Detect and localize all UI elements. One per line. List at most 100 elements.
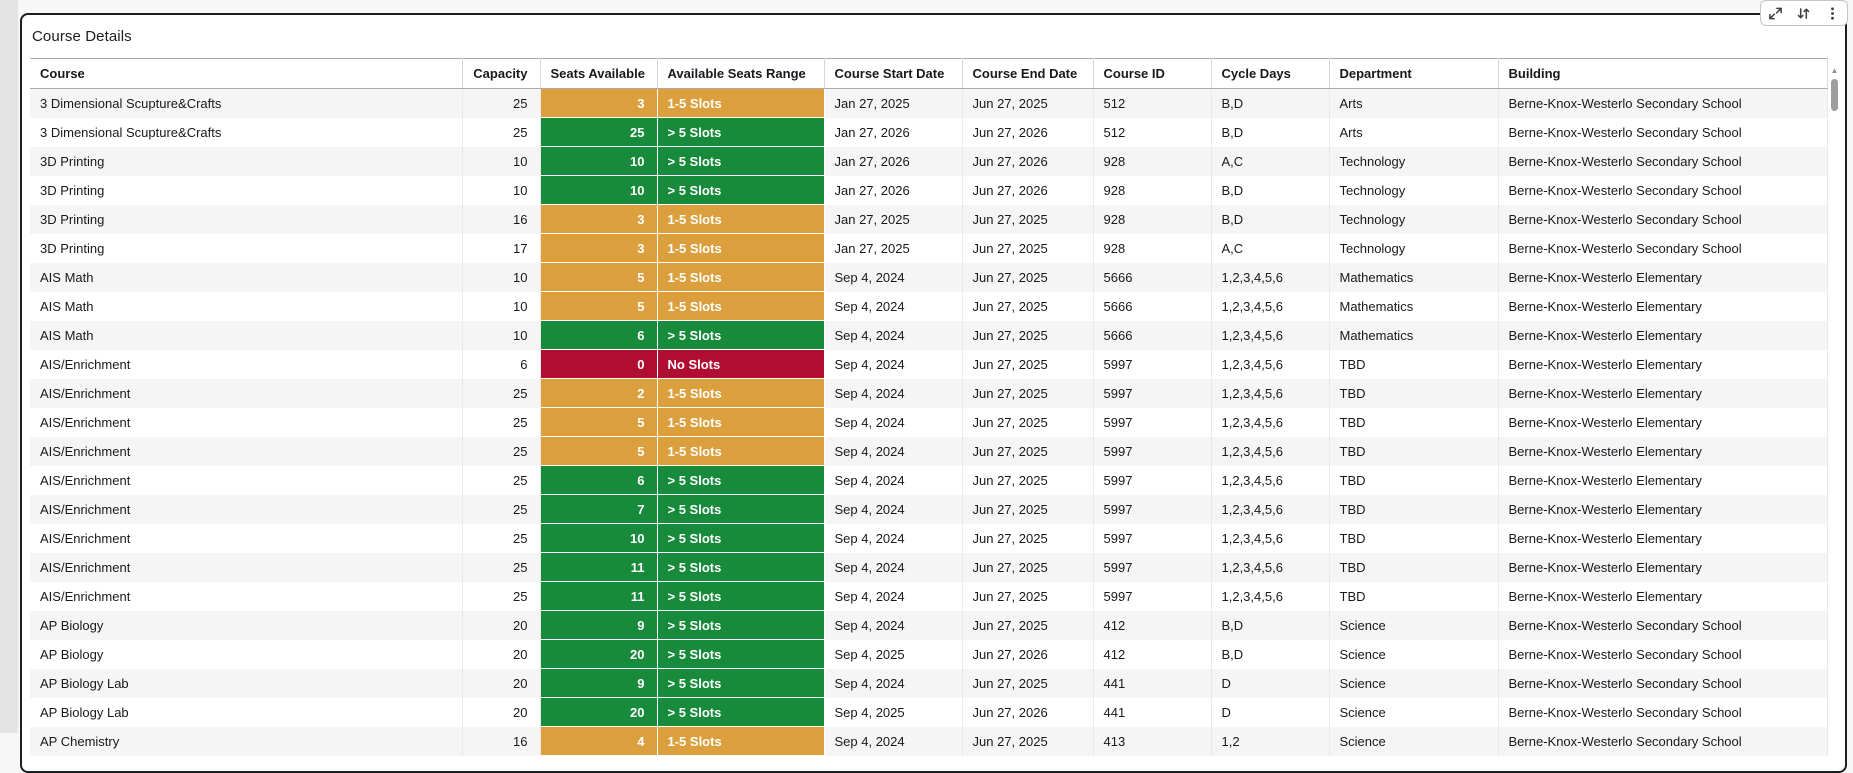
cell-range: > 5 Slots — [657, 117, 825, 147]
cell-seats: 9 — [540, 610, 658, 640]
cell-start: Sep 4, 2024 — [824, 523, 963, 553]
cell-id: 412 — [1093, 639, 1212, 669]
cell-end: Jun 27, 2025 — [962, 668, 1094, 698]
cell-id: 5997 — [1093, 378, 1212, 408]
cell-start: Sep 4, 2024 — [824, 494, 963, 524]
table-row: AIS Math 10 5 1-5 Slots Sep 4, 2024 Jun 27, 2… — [30, 262, 1828, 292]
cell-building: Berne-Knox-Westerlo Elementary — [1498, 436, 1828, 466]
cell-end: Jun 27, 2025 — [962, 262, 1094, 292]
cell-dept: TBD — [1329, 523, 1499, 553]
cell-course: AP Biology — [30, 610, 463, 640]
cell-building: Berne-Knox-Westerlo Elementary — [1498, 262, 1828, 292]
cell-capacity: 20 — [462, 697, 541, 727]
column-header-range[interactable]: Available Seats Range — [657, 58, 825, 89]
cell-range: > 5 Slots — [657, 146, 825, 176]
cell-building: Berne-Knox-Westerlo Elementary — [1498, 378, 1828, 408]
cell-capacity: 20 — [462, 668, 541, 698]
cell-id: 412 — [1093, 610, 1212, 640]
cell-start: Sep 4, 2024 — [824, 726, 963, 756]
cell-range: > 5 Slots — [657, 581, 825, 611]
cell-end: Jun 27, 2025 — [962, 494, 1094, 524]
cell-dept: Technology — [1329, 233, 1499, 263]
cell-course: AIS/Enrichment — [30, 523, 463, 553]
column-header-seats[interactable]: Seats Available — [540, 58, 658, 89]
cell-start: Jan 27, 2026 — [824, 146, 963, 176]
maximize-icon[interactable] — [1766, 4, 1784, 22]
cell-id: 928 — [1093, 204, 1212, 234]
cell-seats: 6 — [540, 320, 658, 350]
cell-dept: Mathematics — [1329, 320, 1499, 350]
cell-capacity: 6 — [462, 349, 541, 379]
cell-dept: TBD — [1329, 349, 1499, 379]
cell-building: Berne-Knox-Westerlo Secondary School — [1498, 610, 1828, 640]
cell-cycle: B,D — [1211, 639, 1330, 669]
cell-id: 5997 — [1093, 436, 1212, 466]
cell-range: > 5 Slots — [657, 320, 825, 350]
cell-end: Jun 27, 2025 — [962, 523, 1094, 553]
cell-dept: Science — [1329, 639, 1499, 669]
cell-range: 1-5 Slots — [657, 726, 825, 756]
cell-range: > 5 Slots — [657, 465, 825, 495]
column-header-id[interactable]: Course ID — [1093, 58, 1212, 89]
cell-range: > 5 Slots — [657, 697, 825, 727]
visual-toolbar — [1760, 0, 1848, 26]
column-header-end[interactable]: Course End Date — [962, 58, 1094, 89]
cell-end: Jun 27, 2025 — [962, 88, 1094, 118]
cell-dept: TBD — [1329, 552, 1499, 582]
cell-seats: 25 — [540, 117, 658, 147]
cell-start: Jan 27, 2025 — [824, 204, 963, 234]
cell-seats: 7 — [540, 494, 658, 524]
cell-cycle: B,D — [1211, 117, 1330, 147]
column-header-building[interactable]: Building — [1498, 58, 1828, 89]
cell-building: Berne-Knox-Westerlo Secondary School — [1498, 233, 1828, 263]
scroll-up-icon[interactable]: ▲ — [1830, 66, 1839, 75]
swap-rows-columns-icon[interactable] — [1795, 4, 1813, 22]
cell-start: Sep 4, 2024 — [824, 436, 963, 466]
cell-capacity: 25 — [462, 88, 541, 118]
cell-seats: 2 — [540, 378, 658, 408]
cell-seats: 20 — [540, 697, 658, 727]
cell-range: 1-5 Slots — [657, 291, 825, 321]
table-row: AP Biology 20 20 > 5 Slots Sep 4, 2025 Jun 27… — [30, 639, 1828, 669]
menu-icon[interactable] — [1824, 4, 1842, 22]
cell-capacity: 25 — [462, 494, 541, 524]
cell-dept: Science — [1329, 610, 1499, 640]
cell-course: 3D Printing — [30, 175, 463, 205]
cell-capacity: 25 — [462, 465, 541, 495]
cell-cycle: 1,2,3,4,5,6 — [1211, 494, 1330, 524]
cell-seats: 5 — [540, 262, 658, 292]
cell-building: Berne-Knox-Westerlo Secondary School — [1498, 146, 1828, 176]
cell-end: Jun 27, 2026 — [962, 697, 1094, 727]
table-row: AIS Math 10 5 1-5 Slots Sep 4, 2024 Jun 27, 2… — [30, 291, 1828, 321]
cell-range: > 5 Slots — [657, 639, 825, 669]
cell-dept: Mathematics — [1329, 291, 1499, 321]
table-header-row: Course Capacity Seats Available Available S… — [30, 58, 1828, 89]
cell-seats: 0 — [540, 349, 658, 379]
cell-cycle: 1,2,3,4,5,6 — [1211, 465, 1330, 495]
column-header-start[interactable]: Course Start Date — [824, 58, 963, 89]
scrollbar-thumb[interactable] — [1831, 79, 1838, 111]
cell-building: Berne-Knox-Westerlo Secondary School — [1498, 697, 1828, 727]
cell-cycle: D — [1211, 668, 1330, 698]
cell-course: AP Chemistry — [30, 726, 463, 756]
cell-start: Sep 4, 2024 — [824, 552, 963, 582]
cell-seats: 20 — [540, 639, 658, 669]
cell-id: 928 — [1093, 146, 1212, 176]
table-vertical-scrollbar[interactable]: ▲ — [1828, 64, 1841, 733]
cell-dept: Technology — [1329, 146, 1499, 176]
cell-id: 928 — [1093, 175, 1212, 205]
cell-cycle: 1,2,3,4,5,6 — [1211, 262, 1330, 292]
column-header-capacity[interactable]: Capacity — [462, 58, 541, 89]
cell-building: Berne-Knox-Westerlo Secondary School — [1498, 668, 1828, 698]
cell-dept: Arts — [1329, 88, 1499, 118]
cell-dept: Science — [1329, 697, 1499, 727]
cell-capacity: 10 — [462, 262, 541, 292]
cell-seats: 5 — [540, 436, 658, 466]
column-header-cycle[interactable]: Cycle Days — [1211, 58, 1330, 89]
cell-start: Sep 4, 2024 — [824, 668, 963, 698]
column-header-course[interactable]: Course — [30, 58, 463, 89]
cell-cycle: B,D — [1211, 175, 1330, 205]
cell-start: Sep 4, 2024 — [824, 262, 963, 292]
column-header-dept[interactable]: Department — [1329, 58, 1499, 89]
cell-capacity: 10 — [462, 291, 541, 321]
